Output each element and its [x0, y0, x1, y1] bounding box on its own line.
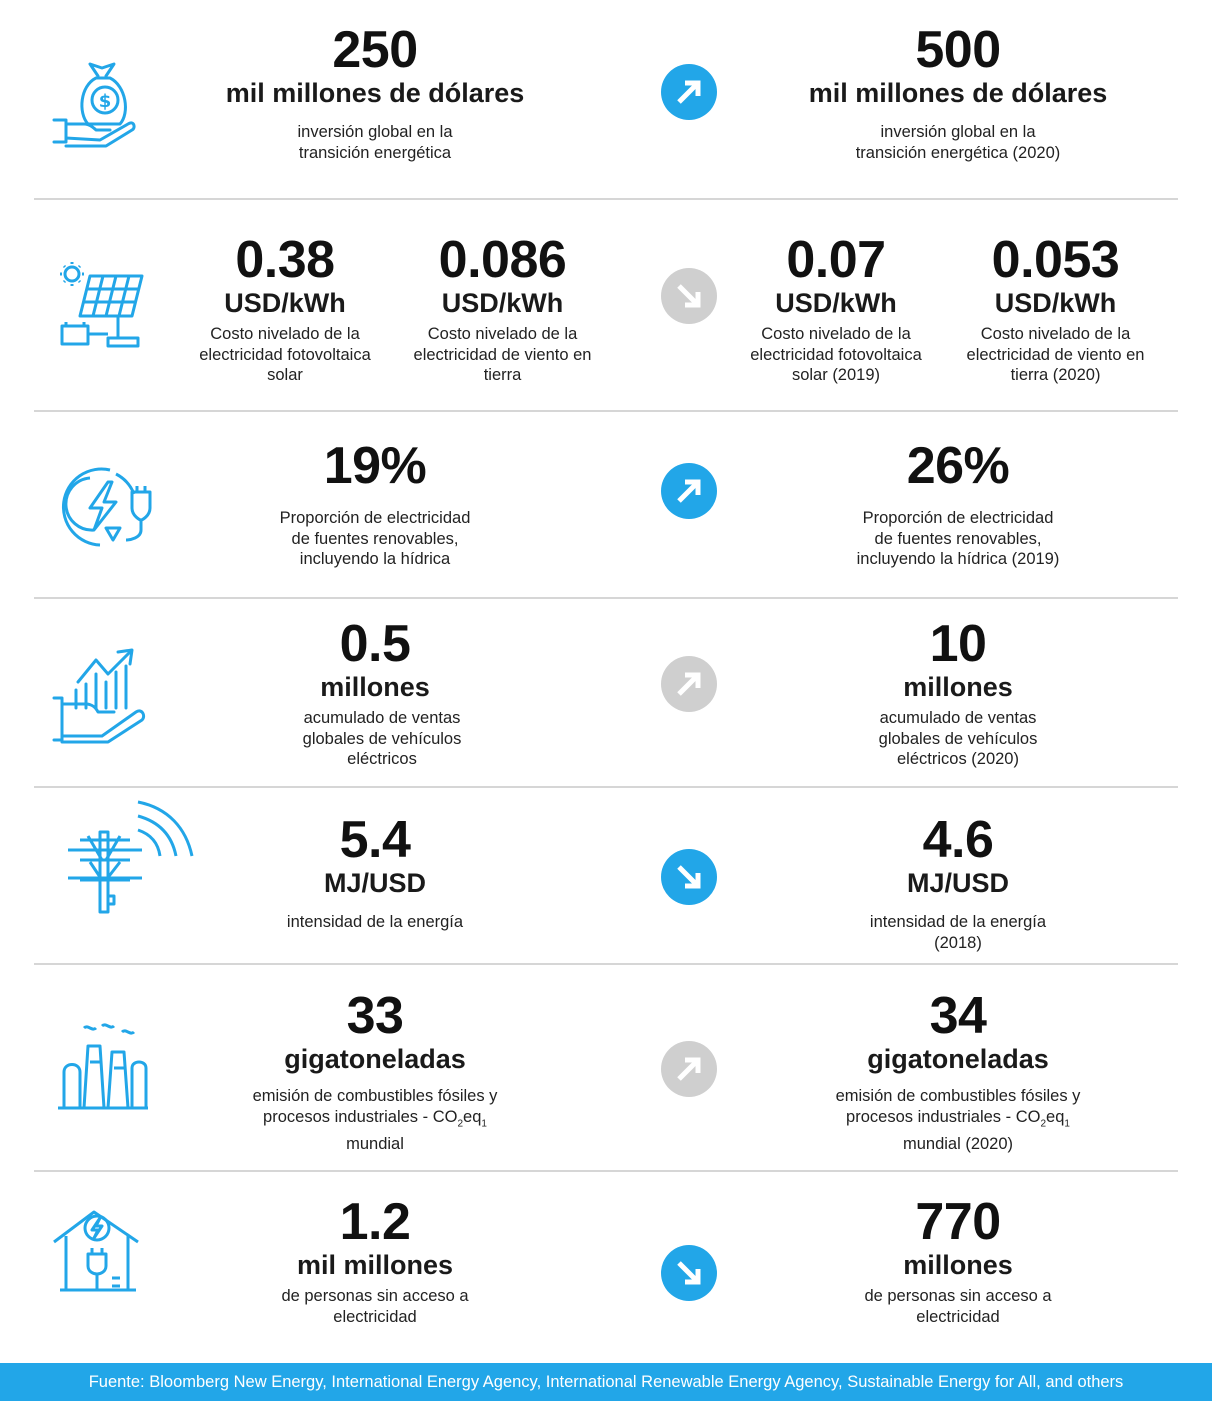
- divider: [34, 410, 1178, 412]
- divider: [34, 786, 1178, 788]
- unit: USD/kWh: [224, 288, 346, 318]
- trend-arrow-down-icon: [661, 268, 717, 324]
- row4-left: 0.5 millones acumulado de ventas globales…: [205, 616, 545, 770]
- divider: [34, 1170, 1178, 1172]
- description: intensidad de la energía: [286, 913, 464, 931]
- value: 0.38: [235, 231, 335, 289]
- description: Costo nivelado de la electricidad de vien…: [966, 325, 1145, 384]
- description: inversión global en la transición energét…: [855, 123, 1061, 162]
- house-electricity-plug-icon: [50, 1206, 200, 1366]
- row7-left: 1.2 mil millones de personas sin acceso …: [205, 1194, 545, 1327]
- divider: [34, 963, 1178, 965]
- trend-arrow-up-icon: [661, 463, 717, 519]
- divider: [34, 198, 1178, 200]
- description: Proporción de electricidad de fuentes ren…: [279, 509, 471, 568]
- trend-arrow-up-icon: [661, 1041, 717, 1097]
- trend-arrow-up-icon: [661, 64, 717, 120]
- power-pole-signal-icon: [50, 800, 200, 960]
- svg-text:$: $: [99, 91, 112, 112]
- solar-panel-battery-icon: [50, 262, 200, 422]
- row5-right: 4.6 MJ/USD intensidad de la energía (2018…: [788, 812, 1128, 953]
- unit: USD/kWh: [994, 288, 1117, 318]
- trend-arrow-down-icon: [661, 849, 717, 905]
- description: Costo nivelado de la electricidad de vien…: [413, 325, 592, 384]
- row4-right: 10 millones acumulado de ventas globales …: [788, 616, 1128, 770]
- row2-right-wind: 0.053 USD/kWh Costo nivelado de la electr…: [953, 232, 1158, 386]
- value: 0.07: [786, 231, 886, 289]
- value: 10: [929, 615, 987, 673]
- unit: USD/kWh: [441, 288, 564, 318]
- row2-right-solar: 0.07 USD/kWh Costo nivelado de la electri…: [736, 232, 936, 386]
- row6-right: 34 gigatoneladas emisión de combustibles…: [788, 988, 1128, 1155]
- factory-emissions-icon: [50, 1022, 200, 1182]
- value: 500: [915, 21, 1001, 79]
- description: de personas sin acceso a electricidad: [864, 1287, 1052, 1326]
- row7-right: 770 millones de personas sin acceso a ele…: [788, 1194, 1128, 1327]
- description: acumulado de ventas globales de vehículos…: [302, 709, 462, 768]
- value: 250: [332, 21, 418, 79]
- value: 0.5: [339, 615, 411, 673]
- row2-left-solar: 0.38 USD/kWh Costo nivelado de la electri…: [185, 232, 385, 386]
- renewable-electricity-plug-icon: [50, 460, 200, 620]
- unit: mil millones de dólares: [225, 78, 525, 108]
- description: emisión de combustibles fósiles y proces…: [835, 1087, 1081, 1154]
- value: 1.2: [339, 1193, 411, 1251]
- unit: MJ/USD: [323, 868, 426, 898]
- row5-left: 5.4 MJ/USD intensidad de la energía: [205, 812, 545, 933]
- unit: millones: [320, 672, 430, 702]
- description: intensidad de la energía (2018): [869, 913, 1047, 952]
- description: Costo nivelado de la electricidad fotovol…: [750, 325, 922, 384]
- description: emisión de combustibles fósiles y proces…: [252, 1087, 498, 1154]
- value: 0.053: [991, 231, 1120, 289]
- divider: [34, 597, 1178, 599]
- unit: gigatoneladas: [284, 1044, 466, 1074]
- money-bag-hand-icon: $: [50, 58, 200, 218]
- unit: millones: [903, 672, 1013, 702]
- value: 0.086: [438, 231, 567, 289]
- value: 26%: [906, 437, 1010, 495]
- description: inversión global en la transición energét…: [297, 123, 453, 162]
- description: acumulado de ventas globales de vehículos…: [878, 709, 1038, 768]
- row2-left-wind: 0.086 USD/kWh Costo nivelado de la electr…: [400, 232, 605, 386]
- unit: mil millones de dólares: [808, 78, 1108, 108]
- value: 5.4: [339, 811, 411, 869]
- value: 4.6: [922, 811, 994, 869]
- source-footer: Fuente: Bloomberg New Energy, Internatio…: [0, 1363, 1212, 1401]
- unit: USD/kWh: [775, 288, 897, 318]
- growth-chart-hand-icon: [50, 648, 200, 808]
- unit: gigatoneladas: [867, 1044, 1049, 1074]
- row6-left: 33 gigatoneladas emisión de combustibles…: [205, 988, 545, 1155]
- row3-left: 19% Proporción de electricidad de fuentes…: [205, 438, 545, 570]
- description: Proporción de electricidad de fuentes ren…: [856, 509, 1060, 568]
- unit: mil millones: [296, 1250, 454, 1280]
- row1-right: 500 mil millones de dólares inversión gl…: [778, 22, 1138, 163]
- value: 770: [915, 1193, 1001, 1251]
- unit: millones: [903, 1250, 1013, 1280]
- value: 34: [929, 987, 987, 1045]
- value: 19%: [323, 437, 427, 495]
- description: Costo nivelado de la electricidad fotovol…: [199, 325, 371, 384]
- row3-right: 26% Proporción de electricidad de fuentes…: [788, 438, 1128, 570]
- trend-arrow-up-icon: [661, 656, 717, 712]
- value: 33: [346, 987, 404, 1045]
- unit: MJ/USD: [906, 868, 1009, 898]
- description: de personas sin acceso a electricidad: [281, 1287, 469, 1326]
- row1-left: 250 mil millones de dólares inversión gl…: [195, 22, 555, 163]
- trend-arrow-down-icon: [661, 1245, 717, 1301]
